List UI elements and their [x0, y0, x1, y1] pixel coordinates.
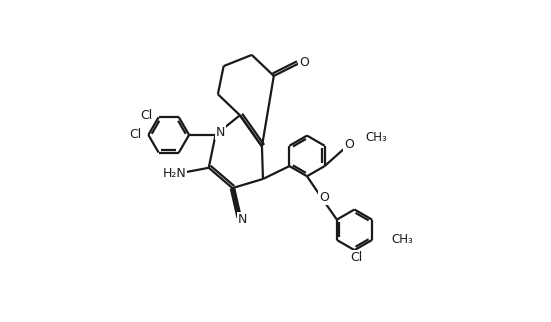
Text: O: O	[319, 191, 329, 204]
Text: N: N	[216, 126, 225, 139]
Text: CH₃: CH₃	[365, 131, 387, 145]
Text: N: N	[238, 213, 247, 226]
Text: H₂N: H₂N	[163, 167, 186, 180]
Text: O: O	[344, 138, 354, 151]
Text: Cl: Cl	[350, 251, 363, 264]
Text: CH₃: CH₃	[391, 233, 413, 246]
Text: Cl: Cl	[141, 109, 153, 122]
Text: Cl: Cl	[129, 128, 142, 141]
Text: O: O	[299, 56, 309, 69]
